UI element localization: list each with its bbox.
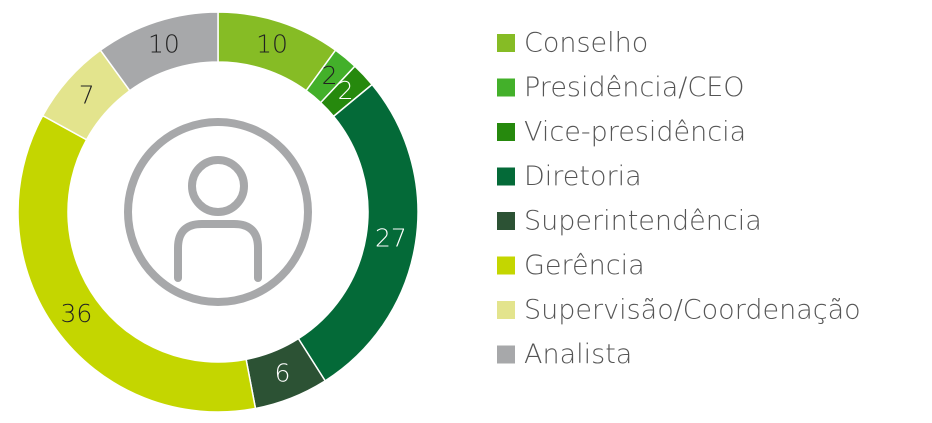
person-icon (124, 118, 312, 306)
segment-label: 10 (256, 30, 288, 59)
legend-label: Gerência (524, 250, 645, 281)
segment-label: 2 (338, 76, 354, 105)
legend-swatch (497, 256, 515, 275)
legend-label: Superintendência (524, 206, 762, 237)
legend-label: Presidência/CEO (524, 72, 745, 103)
legend-label: Conselho (524, 28, 648, 59)
segment-label: 7 (79, 80, 95, 109)
donut-segment (17, 114, 257, 413)
legend-label: Analista (524, 339, 632, 370)
segment-label: 10 (148, 30, 180, 59)
legend-swatch (497, 301, 515, 319)
donut-segment (99, 11, 219, 92)
segment-label: 27 (375, 223, 407, 252)
legend-swatch (497, 34, 515, 52)
legend-swatch (497, 123, 515, 141)
legend-swatch (497, 345, 515, 364)
legend-swatch (497, 212, 515, 230)
legend-swatch (497, 78, 515, 97)
legend-label: Supervisão/Coordenação (524, 295, 861, 326)
legend-swatch (497, 167, 515, 186)
segment-label: 6 (274, 359, 290, 388)
segment-label: 36 (61, 299, 93, 328)
legend-label: Vice-presidência (524, 117, 746, 148)
legend-label: Diretoria (524, 161, 642, 192)
segment-label: 2 (322, 61, 338, 90)
